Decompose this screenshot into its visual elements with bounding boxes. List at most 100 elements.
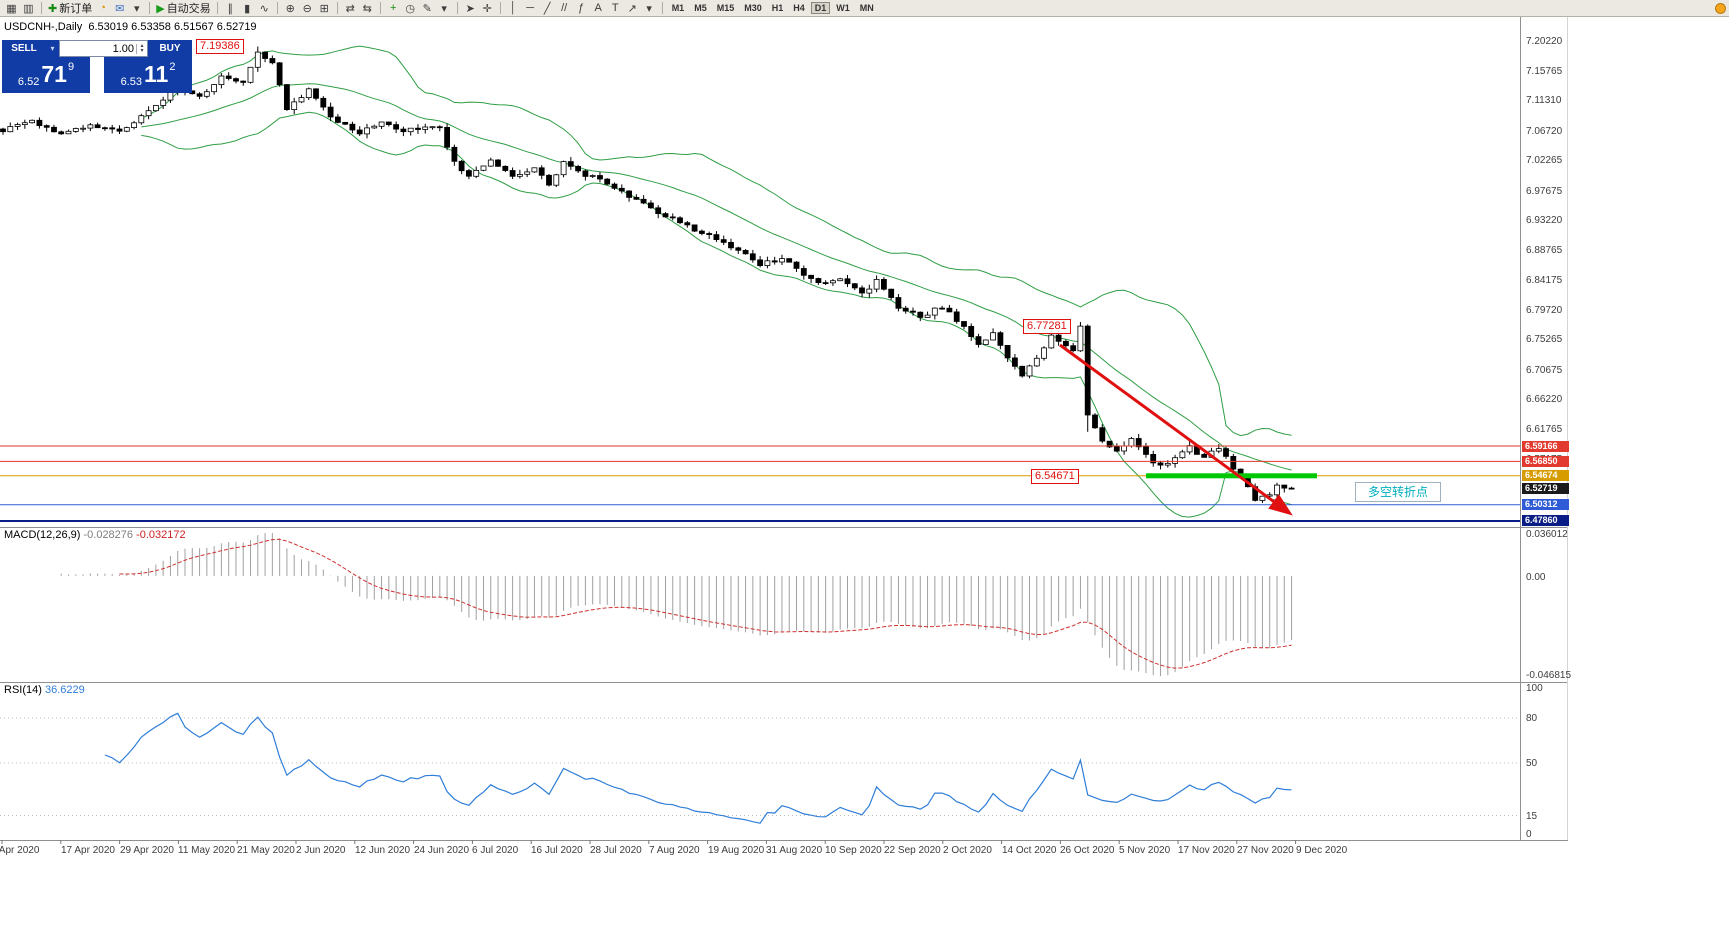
volume-spinner[interactable]: ▴ ▾ (136, 42, 147, 54)
price-tick: 7.02265 (1526, 155, 1563, 166)
date-label: 7 Aug 2020 (649, 845, 700, 856)
bar-chart-icon-glyph: ∥ (227, 2, 233, 15)
turning-point-text-label[interactable]: 多空转折点 (1355, 482, 1442, 502)
panel-separators[interactable] (0, 17, 1568, 841)
market-watch-icon[interactable]: ◔ (94, 1, 111, 16)
timeframe-H1[interactable]: H1 (771, 3, 784, 13)
price-tick: 7.11310 (1526, 95, 1562, 106)
text-icon-glyph: A (594, 2, 602, 14)
timeframe-M15[interactable]: M15 (716, 3, 735, 13)
horizontal-lines[interactable] (0, 445, 1520, 522)
trend-arrow-line[interactable] (1059, 343, 1293, 516)
bollinger-upper (141, 45, 1292, 437)
tile-windows-icon[interactable]: ⊞ (316, 1, 333, 16)
crosshair-icon[interactable]: ✛ (479, 1, 496, 16)
fibonacci-icon[interactable]: ƒ (573, 1, 590, 16)
timeframe-W1[interactable]: W1 (836, 3, 850, 13)
timeframe-M5[interactable]: M5 (694, 3, 707, 13)
auto-scroll-icon[interactable]: ⇄ (342, 1, 359, 16)
zoom-in-icon[interactable]: ⊕ (282, 1, 299, 16)
zoom-out-icon-glyph: ⊖ (302, 2, 312, 15)
price-tick: 6.66220 (1526, 394, 1563, 405)
templates-icon-glyph: ✎ (422, 2, 432, 15)
toolbar-separator (276, 2, 278, 14)
timeframe-M1[interactable]: M1 (671, 3, 685, 13)
date-label: 22 Sep 2020 (884, 845, 941, 856)
trendline-icon[interactable]: ╱ (539, 1, 556, 16)
timeframe-MN[interactable]: MN (859, 3, 874, 13)
volume-dropdown-button[interactable]: ▾ (46, 40, 59, 57)
new-order-button[interactable]: ✚ 新订单 (46, 1, 94, 16)
date-label: 28 Jul 2020 (590, 845, 642, 856)
price-line-label: 6.50312 (1522, 499, 1569, 510)
dropdown-icon[interactable]: ▾ (128, 1, 145, 16)
date-label: 11 May 2020 (178, 845, 236, 856)
bollinger-bands (141, 45, 1292, 518)
channel-icon[interactable]: // (556, 1, 573, 16)
new-order-button-label: 新订单 (59, 3, 93, 15)
price-line-label: 6.54674 (1522, 470, 1569, 481)
rsi-axis-label: 80 (1526, 713, 1538, 724)
support-zone-rect[interactable] (1146, 473, 1317, 479)
text-icon[interactable]: A (590, 1, 607, 16)
vertical-line-icon[interactable]: │ (505, 1, 522, 16)
volume-value[interactable]: 1.00 (112, 42, 134, 55)
sell-price-sup: 9 (67, 61, 75, 73)
zoom-out-icon[interactable]: ⊖ (299, 1, 316, 16)
spinner-up-icon[interactable]: ▴ (140, 42, 144, 49)
date-label: 3 Apr 2020 (0, 845, 40, 856)
date-label: 14 Oct 2020 (1002, 845, 1057, 856)
sell-price-button[interactable]: 6.52 71 9 (2, 57, 90, 93)
price-label-peak[interactable]: 7.19386 (196, 39, 244, 54)
horizontal-line-icon[interactable]: ─ (522, 1, 539, 16)
dropdown-icon-3[interactable]: ▾ (641, 1, 658, 16)
dropdown-icon-2-glyph: ▾ (441, 2, 447, 15)
new-chart-icon-glyph: ▦ (6, 2, 17, 15)
cursor-icon-glyph: ➤ (465, 2, 475, 15)
crosshair-icon-glyph: ✛ (482, 2, 492, 15)
auto-trading-button[interactable]: ▶ 自动交易 (154, 1, 212, 16)
rsi-name: RSI(14) (4, 684, 42, 696)
periods-icon[interactable]: ◷ (402, 1, 419, 16)
bar-chart-icon[interactable]: ∥ (222, 1, 239, 16)
timeframe-M30[interactable]: M30 (744, 3, 762, 13)
profiles-icon[interactable]: ▥ (20, 1, 37, 16)
date-label: 17 Apr 2020 (61, 845, 115, 856)
sell-button[interactable]: SELL (2, 40, 46, 57)
date-label: 29 Apr 2020 (120, 845, 174, 856)
chart-shift-icon[interactable]: ⇆ (359, 1, 376, 16)
spinner-down-icon[interactable]: ▾ (140, 47, 144, 54)
cursor-icon[interactable]: ➤ (462, 1, 479, 16)
macd-signal-value: -0.032172 (136, 529, 186, 541)
mail-icon[interactable]: ✉ (111, 1, 128, 16)
timeframe-D1[interactable]: D1 (810, 2, 831, 14)
auto-trading-glyph: ▶ (156, 2, 165, 15)
toolbar-separator (499, 2, 501, 14)
price-chart-canvas[interactable] (0, 17, 1568, 858)
dropdown-icon-2[interactable]: ▾ (436, 1, 453, 16)
date-label: 19 Aug 2020 (708, 845, 765, 856)
buy-button[interactable]: BUY (148, 40, 192, 57)
arrows-icon[interactable]: ↗ (624, 1, 641, 16)
price-label-swing-high[interactable]: 6.77281 (1023, 319, 1071, 334)
line-chart-icon[interactable]: ∿ (256, 1, 273, 16)
volume-input[interactable]: 1.00 ▴ ▾ (59, 40, 148, 57)
profiles-icon-glyph: ▥ (23, 2, 34, 15)
new-chart-icon[interactable]: ▦ (3, 1, 20, 16)
alerts-icon[interactable] (1715, 2, 1726, 14)
text-label-icon[interactable]: T (607, 1, 624, 16)
price-tick: 6.79720 (1526, 305, 1563, 316)
auto-trading-button-label: 自动交易 (166, 3, 211, 15)
price-label-support[interactable]: 6.54671 (1031, 469, 1079, 484)
dropdown-icon-3-glyph: ▾ (646, 2, 652, 15)
macd-main-value: -0.028276 (83, 529, 134, 541)
buy-price-button[interactable]: 6.53 11 2 (104, 57, 192, 93)
candlestick-chart-icon[interactable]: ▮ (239, 1, 256, 16)
macd-histogram (60, 533, 1293, 676)
one-click-trading-panel: SELL ▾ 1.00 ▴ ▾ BUY 6.52 71 9 6.53 11 2 (2, 40, 192, 93)
indicators-icon[interactable]: + (385, 1, 402, 16)
templates-icon[interactable]: ✎ (419, 1, 436, 16)
timeframe-H4[interactable]: H4 (793, 3, 805, 13)
date-label: 6 Jul 2020 (472, 845, 519, 856)
macd-indicator-label: MACD(12,26,9) -0.028276 -0.032172 (4, 529, 186, 541)
